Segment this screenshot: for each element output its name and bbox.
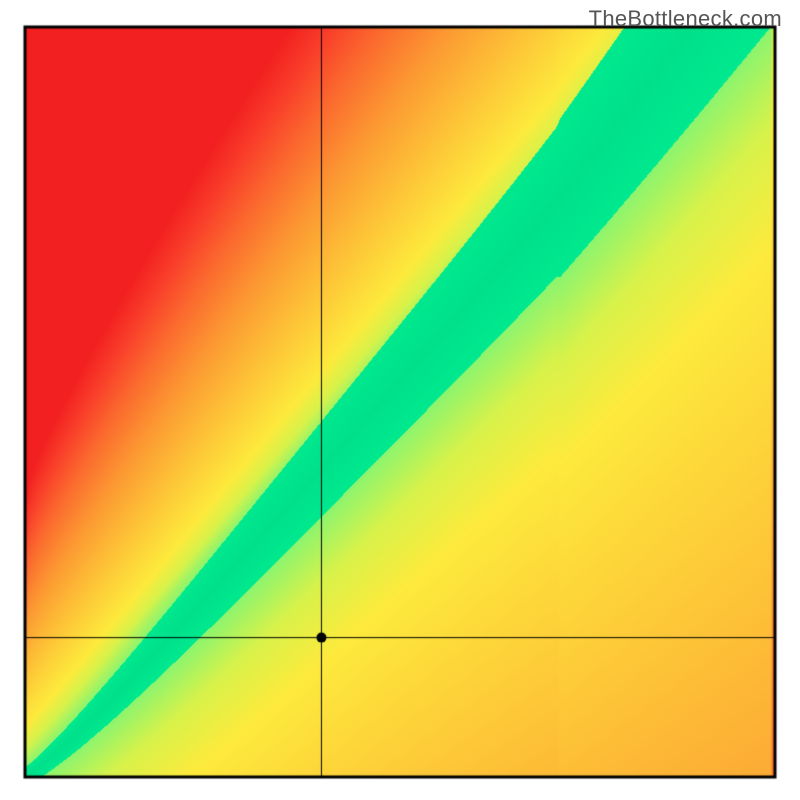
chart-container: TheBottleneck.com <box>0 0 800 800</box>
watermark-text: TheBottleneck.com <box>589 6 782 32</box>
heatmap-canvas <box>0 0 800 800</box>
